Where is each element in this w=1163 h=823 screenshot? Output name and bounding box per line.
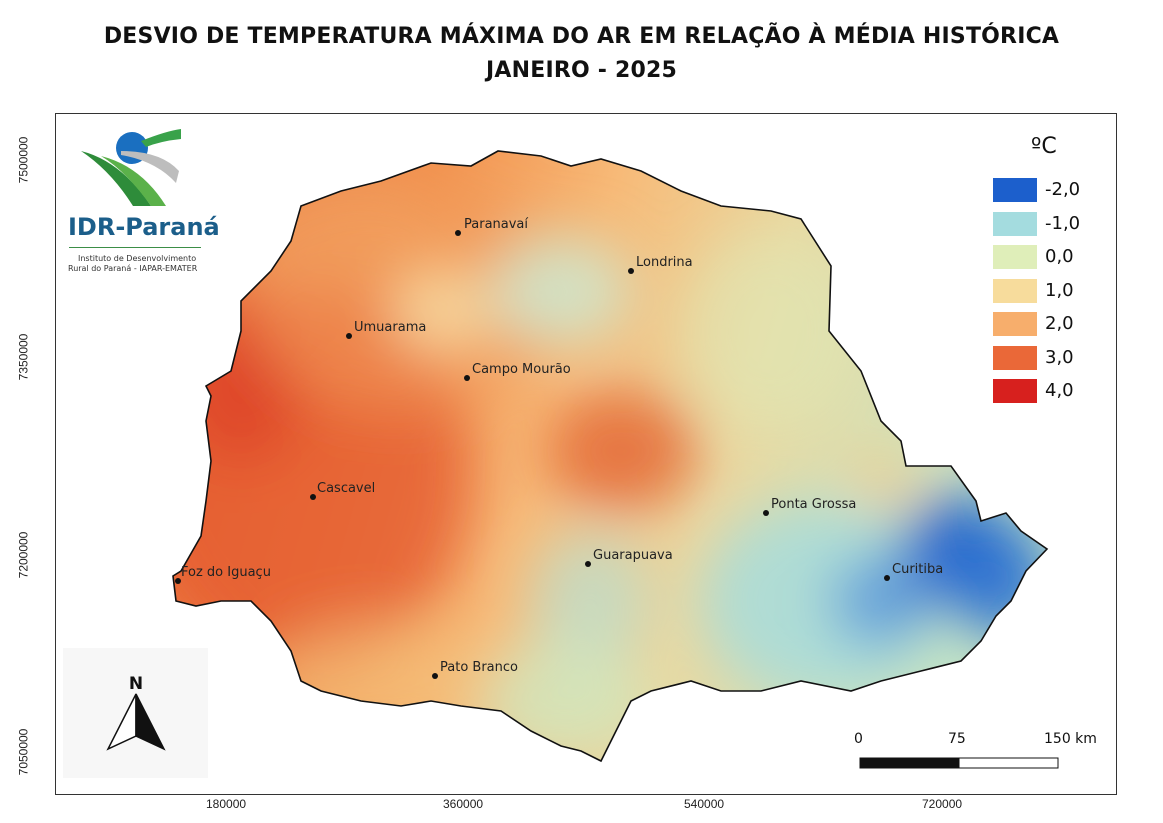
- legend-label: 4,0: [1045, 380, 1074, 401]
- legend-swatch: [993, 278, 1037, 303]
- map-title: DESVIO DE TEMPERATURA MÁXIMA DO AR EM RE…: [103, 24, 1060, 49]
- scale-label-150: 150 km: [1044, 731, 1097, 747]
- north-label: N: [129, 674, 143, 694]
- city-dot-icon: [884, 575, 890, 581]
- city-dot-icon: [628, 268, 634, 274]
- city-dot-icon: [455, 230, 461, 236]
- city-label: Curitiba: [892, 562, 943, 577]
- city-label: Foz do Iguaçu: [181, 565, 271, 580]
- y-tick-label: 7500000: [16, 136, 31, 184]
- legend-swatch: [993, 178, 1037, 202]
- x-tick-label: 540000: [684, 797, 725, 811]
- legend-swatch: [993, 211, 1037, 236]
- city-marker: Pato Branco: [432, 660, 518, 679]
- logo-field-icon: [81, 151, 151, 206]
- city-label: Guarapuava: [593, 548, 673, 563]
- city-label: Pato Branco: [440, 660, 518, 675]
- map-canvas: Paranavaí Londrina Umuarama Campo Mourão Cas…: [63, 129, 1059, 778]
- city-label: Londrina: [636, 255, 693, 270]
- x-tick-label: 720000: [922, 797, 963, 811]
- city-marker: Curitiba: [884, 562, 943, 581]
- city-label: Paranavaí: [464, 217, 528, 232]
- logo-subtitle-1: Instituto de Desenvolvimento: [78, 254, 197, 263]
- logo-name: IDR-Paraná: [68, 213, 220, 241]
- city-marker: Paranavaí: [455, 217, 528, 236]
- legend-swatch: [993, 345, 1037, 370]
- city-marker: Umuarama: [346, 320, 426, 339]
- scale-label-75: 75: [948, 731, 966, 747]
- idr-parana-logo: [81, 129, 181, 206]
- city-marker: Londrina: [628, 255, 693, 274]
- city-marker: Cascavel: [310, 481, 375, 500]
- city-dot-icon: [175, 578, 181, 584]
- north-arrow-right-icon: [135, 693, 166, 751]
- legend-label: 0,0: [1045, 246, 1074, 267]
- legend-label: -2,0: [1045, 179, 1081, 200]
- logo-subtitle-2: Rural do Paraná - IAPAR-EMATER: [68, 264, 198, 273]
- y-tick-label: 7350000: [16, 333, 31, 381]
- y-tick-label: 7200000: [16, 531, 31, 579]
- legend-label: 2,0: [1045, 313, 1074, 334]
- north-arrow: N: [63, 648, 208, 778]
- temperature-surface: [173, 151, 1047, 761]
- x-tick-label: 360000: [443, 797, 484, 811]
- city-dot-icon: [763, 510, 769, 516]
- city-dot-icon: [464, 375, 470, 381]
- y-tick-label: 7050000: [16, 728, 31, 776]
- city-label: Ponta Grossa: [771, 497, 856, 512]
- city-dot-icon: [585, 561, 591, 567]
- city-label: Umuarama: [354, 320, 426, 335]
- city-marker: Ponta Grossa: [763, 497, 856, 516]
- legend-swatch: [993, 312, 1037, 336]
- map-subtitle: JANEIRO - 2025: [486, 58, 677, 83]
- city-marker: Foz do Iguaçu: [175, 565, 271, 584]
- city-label: Cascavel: [317, 481, 375, 496]
- city-marker: Campo Mourão: [464, 362, 571, 381]
- city-dot-icon: [432, 673, 438, 679]
- x-tick-label: 180000: [206, 797, 247, 811]
- parana-state-outline: [172, 150, 1049, 763]
- legend-unit: ºC: [1031, 134, 1057, 159]
- legend-label: -1,0: [1045, 212, 1081, 234]
- city-marker: Guarapuava: [585, 548, 673, 567]
- cities-layer: Paranavaí Londrina Umuarama Campo Mourão Cas…: [175, 217, 943, 679]
- legend-swatch: [993, 379, 1037, 403]
- city-dot-icon: [310, 494, 316, 500]
- legend-swatch: [993, 245, 1037, 269]
- logo-divider: [69, 247, 201, 248]
- city-label: Campo Mourão: [472, 362, 571, 377]
- map-frame: Paranavaí Londrina Umuarama Campo Mourão Cas…: [55, 113, 1117, 795]
- legend-label: 3,0: [1045, 346, 1074, 368]
- city-dot-icon: [346, 333, 352, 339]
- scale-bar: [859, 757, 1059, 769]
- scale-label-0: 0: [854, 731, 863, 747]
- legend-label: 1,0: [1045, 279, 1074, 301]
